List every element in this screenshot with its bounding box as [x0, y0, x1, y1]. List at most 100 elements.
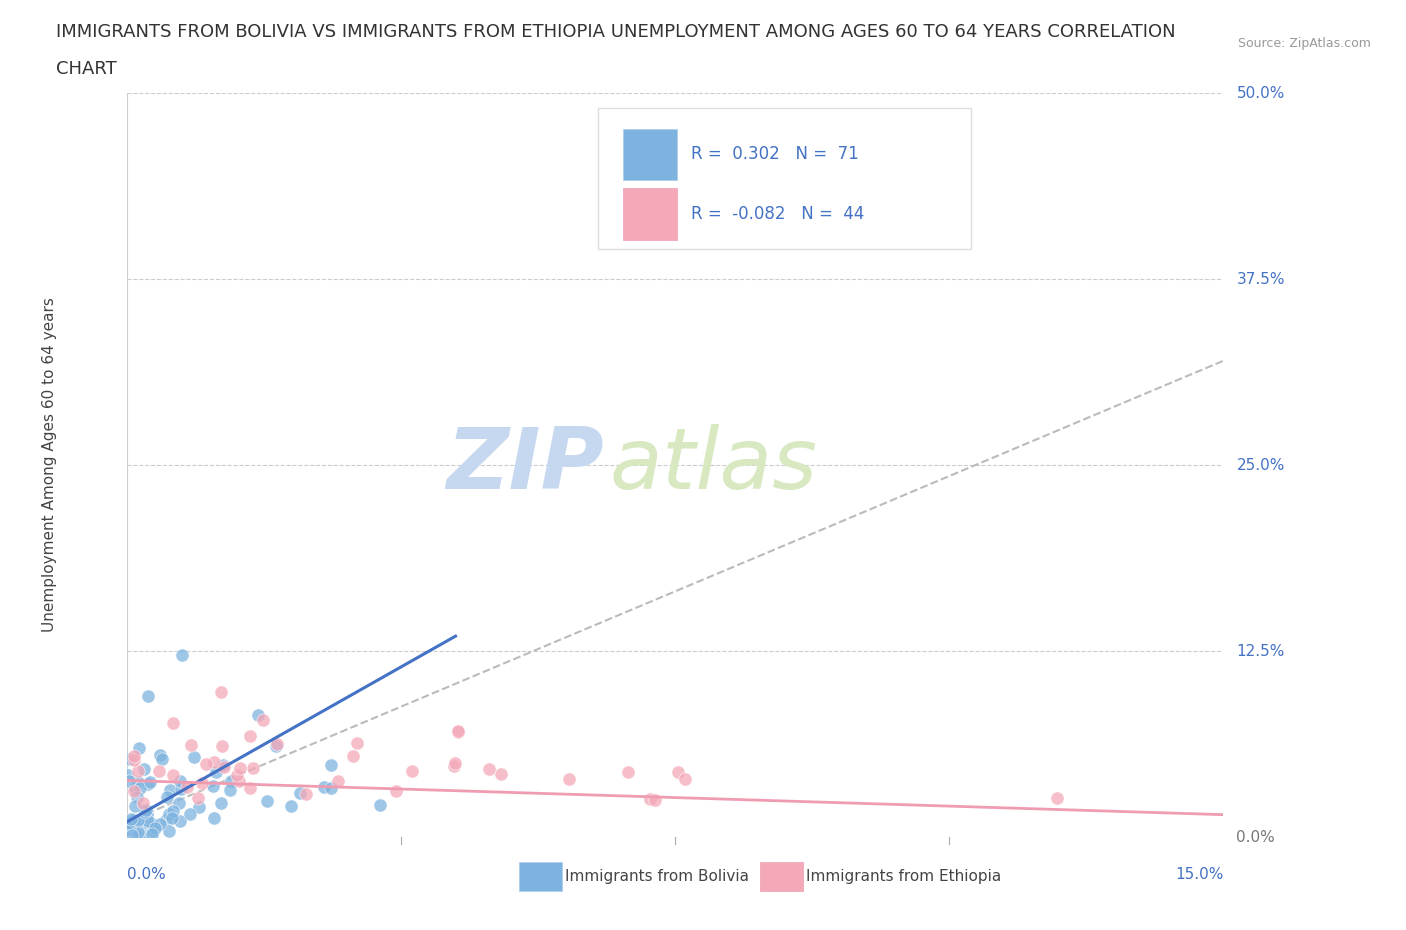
Point [134, 804, 156, 819]
Point [202, 779, 225, 794]
Point [239, 780, 262, 795]
Point [247, 708, 270, 723]
Point [121, 813, 143, 828]
Point [149, 817, 172, 831]
Text: 37.5%: 37.5% [1236, 272, 1285, 286]
Point [170, 647, 193, 662]
Point [124, 824, 146, 839]
Point [209, 684, 232, 699]
Point [644, 792, 666, 807]
Point [162, 804, 184, 818]
Text: Immigrants from Ethiopia: Immigrants from Ethiopia [807, 869, 1001, 883]
Point [256, 793, 278, 808]
Point [169, 774, 191, 789]
Point [136, 777, 159, 791]
Point [191, 776, 214, 790]
Point [228, 761, 250, 776]
Text: Immigrants from Bolivia: Immigrants from Bolivia [565, 869, 749, 883]
Point [202, 754, 225, 769]
FancyBboxPatch shape [623, 188, 678, 240]
Point [202, 810, 225, 825]
Point [132, 761, 155, 776]
Point [218, 782, 240, 797]
Point [138, 775, 160, 790]
Point [120, 811, 142, 826]
Point [127, 790, 149, 804]
Point [117, 821, 139, 836]
Point [127, 824, 149, 839]
Point [159, 783, 181, 798]
Point [142, 823, 165, 838]
Text: Unemployment Among Ages 60 to 64 years: Unemployment Among Ages 60 to 64 years [42, 298, 58, 632]
Point [666, 764, 689, 779]
Point [312, 779, 335, 794]
Point [401, 764, 423, 778]
Point [617, 764, 640, 779]
Point [169, 814, 191, 829]
Point [127, 774, 149, 789]
Point [443, 758, 465, 773]
Point [228, 773, 250, 788]
Point [120, 814, 142, 829]
Text: 12.5%: 12.5% [1236, 644, 1285, 658]
Text: ZIP: ZIP [446, 423, 603, 507]
Point [124, 780, 146, 795]
Point [264, 738, 287, 753]
Text: CHART: CHART [56, 60, 117, 78]
Text: 25.0%: 25.0% [1236, 458, 1285, 472]
Text: 0.0%: 0.0% [127, 867, 166, 882]
Point [148, 764, 170, 778]
Point [128, 781, 150, 796]
Point [135, 816, 157, 830]
Point [242, 761, 264, 776]
Point [122, 784, 145, 799]
FancyBboxPatch shape [761, 861, 803, 891]
FancyBboxPatch shape [623, 128, 678, 180]
Point [176, 779, 198, 794]
Point [167, 795, 190, 810]
Point [162, 810, 184, 825]
Point [478, 762, 501, 777]
Point [209, 796, 232, 811]
Point [155, 813, 177, 828]
Point [150, 751, 173, 766]
Text: 50.0%: 50.0% [1236, 86, 1285, 100]
Point [117, 768, 139, 783]
Point [239, 728, 262, 743]
Point [326, 774, 349, 789]
Point [342, 749, 364, 764]
FancyBboxPatch shape [598, 108, 972, 249]
Point [321, 758, 343, 773]
Point [118, 774, 141, 789]
Point [205, 764, 228, 779]
Text: R =  -0.082   N =  44: R = -0.082 N = 44 [692, 205, 865, 223]
Point [138, 688, 160, 703]
Point [252, 712, 274, 727]
Text: 0.0%: 0.0% [1236, 830, 1275, 844]
Text: R =  0.302   N =  71: R = 0.302 N = 71 [692, 145, 859, 164]
Point [127, 764, 149, 778]
Point [124, 799, 146, 814]
Point [489, 766, 512, 781]
Point [132, 796, 155, 811]
Point [675, 772, 697, 787]
Point [385, 784, 408, 799]
Point [117, 817, 139, 832]
Point [447, 724, 470, 739]
Point [162, 716, 184, 731]
Point [136, 814, 159, 829]
Point [226, 767, 249, 782]
Point [135, 809, 157, 824]
Point [319, 781, 342, 796]
Point [187, 790, 209, 805]
Point [170, 782, 193, 797]
Point [135, 806, 157, 821]
Point [155, 790, 177, 804]
Point [129, 813, 152, 828]
Point [143, 820, 166, 835]
Point [162, 767, 184, 782]
Point [194, 756, 217, 771]
Point [558, 771, 581, 786]
Point [180, 737, 202, 752]
Point [122, 749, 145, 764]
